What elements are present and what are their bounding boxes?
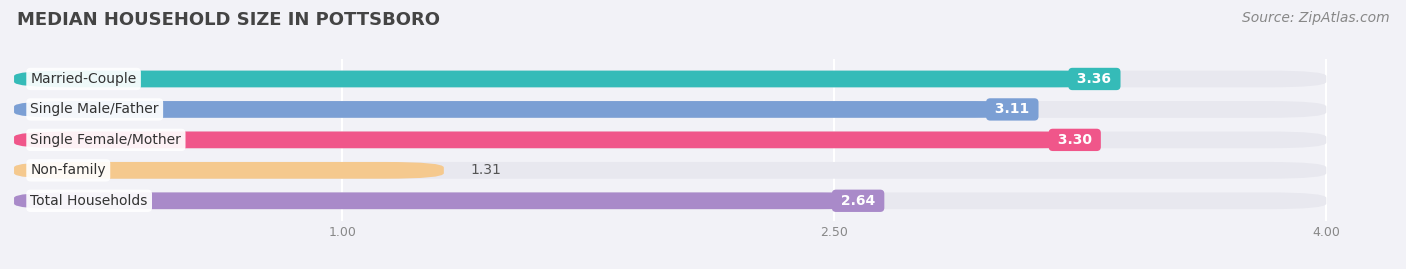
Text: 3.36: 3.36 bbox=[1073, 72, 1116, 86]
Text: Non-family: Non-family bbox=[31, 163, 105, 177]
FancyBboxPatch shape bbox=[14, 101, 1035, 118]
Text: 1.31: 1.31 bbox=[470, 163, 501, 177]
Text: Married-Couple: Married-Couple bbox=[31, 72, 136, 86]
Text: 3.11: 3.11 bbox=[990, 102, 1035, 116]
Text: MEDIAN HOUSEHOLD SIZE IN POTTSBORO: MEDIAN HOUSEHOLD SIZE IN POTTSBORO bbox=[17, 11, 440, 29]
Text: Single Male/Father: Single Male/Father bbox=[31, 102, 159, 116]
FancyBboxPatch shape bbox=[14, 70, 1116, 87]
Text: Single Female/Mother: Single Female/Mother bbox=[31, 133, 181, 147]
FancyBboxPatch shape bbox=[14, 101, 1326, 118]
Text: 3.30: 3.30 bbox=[1053, 133, 1097, 147]
FancyBboxPatch shape bbox=[14, 132, 1326, 148]
FancyBboxPatch shape bbox=[14, 162, 1326, 179]
FancyBboxPatch shape bbox=[14, 192, 1326, 209]
Text: 2.64: 2.64 bbox=[837, 194, 880, 208]
Text: Source: ZipAtlas.com: Source: ZipAtlas.com bbox=[1241, 11, 1389, 25]
FancyBboxPatch shape bbox=[14, 192, 880, 209]
FancyBboxPatch shape bbox=[14, 132, 1097, 148]
Text: Total Households: Total Households bbox=[31, 194, 148, 208]
FancyBboxPatch shape bbox=[14, 70, 1326, 87]
FancyBboxPatch shape bbox=[14, 162, 444, 179]
